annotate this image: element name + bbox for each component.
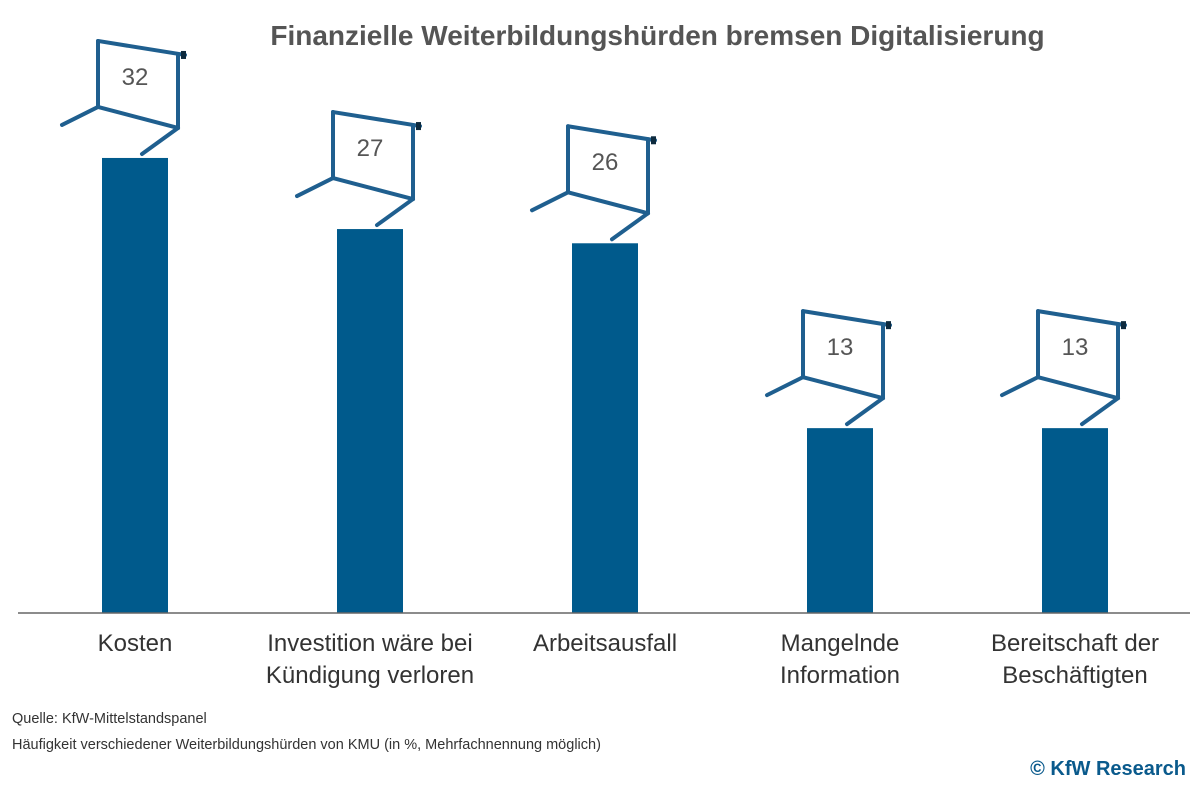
category-label: Mangelnde Information [779, 630, 901, 689]
data-label: 13 [826, 334, 854, 362]
data-label: 32 [121, 63, 149, 91]
category-label: Investition wäre bei Kündigung verloren [265, 630, 475, 689]
source-note: Quelle: KfW-Mittelstandspanel [12, 711, 207, 727]
hurdle-icon [1000, 309, 1127, 427]
bar-5 [1042, 428, 1108, 613]
bar-3 [572, 243, 638, 613]
hurdle-icon [60, 38, 187, 156]
hurdle-icon [765, 309, 892, 427]
data-label: 27 [356, 135, 384, 163]
chart-title: Finanzielle Weiterbildungshürden bremsen… [270, 20, 1045, 51]
category-label: Bereitschaft der Beschäftigten [990, 630, 1160, 689]
data-label: 26 [591, 149, 619, 177]
bar-4 [807, 428, 873, 613]
data-label: 13 [1061, 334, 1089, 362]
hurdle-icon [295, 110, 422, 228]
bar-1 [102, 157, 168, 613]
hurdle-icon [530, 124, 657, 242]
category-label: Kosten [97, 630, 173, 657]
bar-2 [337, 229, 403, 613]
kfw-research-logo: © KfW Research [1030, 758, 1186, 780]
category-label: Arbeitsausfall [532, 630, 678, 657]
chart-description: Häufigkeit verschiedener Weiterbildungsh… [12, 737, 601, 753]
